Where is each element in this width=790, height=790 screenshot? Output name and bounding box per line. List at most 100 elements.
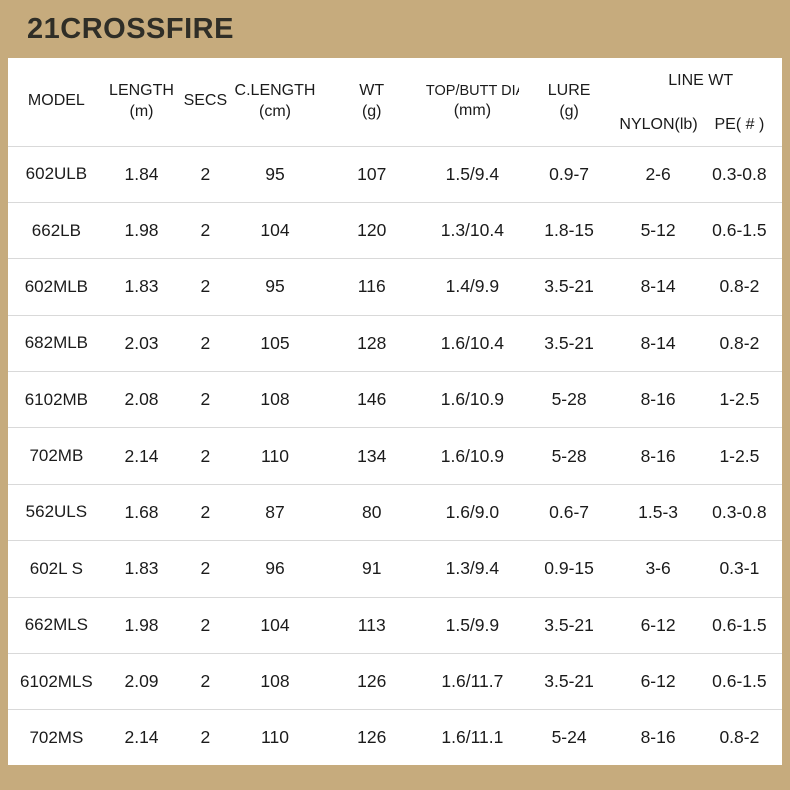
- cell-model: 662LB: [8, 201, 105, 259]
- cell-pe: 0.8-2: [696, 314, 782, 372]
- header-length: LENGTH (m): [105, 58, 179, 146]
- table-row: 602ULB 1.84 2 95 107 1.5/9.4 0.9-7 2-6 0…: [8, 145, 782, 203]
- cell-dia: 1.4/9.9: [425, 258, 519, 316]
- cell-c-length: 110: [232, 427, 318, 485]
- cell-length: 1.98: [104, 596, 179, 654]
- header-secs: SECS: [178, 58, 232, 146]
- cell-wt: 146: [317, 370, 426, 428]
- cell-model: 602MLB: [8, 258, 105, 316]
- header-lure-label: LURE: [547, 81, 591, 99]
- header-lure-unit: (g): [559, 102, 579, 120]
- cell-length: 2.14: [104, 427, 179, 485]
- cell-model: 682MLB: [8, 314, 105, 372]
- cell-c-length: 104: [232, 201, 318, 259]
- cell-wt: 134: [317, 427, 426, 485]
- header-line-wt-label: LINE WT: [668, 71, 734, 89]
- cell-c-length: 110: [232, 709, 318, 765]
- cell-length: 2.03: [104, 314, 179, 372]
- cell-secs: 2: [178, 483, 233, 541]
- cell-dia: 1.6/11.7: [425, 652, 519, 710]
- cell-length: 2.08: [104, 370, 179, 428]
- cell-nylon: 8-16: [619, 370, 697, 428]
- cell-nylon: 8-14: [619, 314, 697, 372]
- cell-dia: 1.6/9.0: [425, 483, 519, 541]
- header-top-butt-dia-label: TOP/BUTT DIA: [425, 82, 519, 99]
- header-secs-label: SECS: [183, 92, 228, 110]
- header-wt-unit: (g): [361, 102, 382, 120]
- table-row: 662MLS 1.98 2 104 113 1.5/9.9 3.5-21 6-1…: [8, 596, 782, 654]
- cell-pe: 0.3-0.8: [696, 483, 782, 541]
- cell-pe: 0.3-1: [696, 540, 782, 597]
- cell-nylon: 8-14: [619, 258, 697, 316]
- cell-c-length: 87: [232, 483, 318, 541]
- cell-c-length: 108: [232, 652, 318, 710]
- cell-nylon: 2-6: [619, 145, 697, 203]
- cell-lure: 3.5-21: [518, 652, 620, 710]
- cell-nylon: 5-12: [619, 201, 697, 259]
- cell-lure: 3.5-21: [518, 258, 620, 316]
- cell-dia: 1.5/9.4: [425, 145, 519, 203]
- header-row-1: MODEL LENGTH (m) SECS C.LENGTH (cm) WT (…: [8, 58, 782, 120]
- cell-pe: 0.3-0.8: [696, 145, 782, 203]
- table-row: 702MS 2.14 2 110 126 1.6/11.1 5-24 8-16 …: [8, 709, 782, 765]
- cell-dia: 1.6/10.9: [425, 370, 519, 428]
- cell-nylon: 6-12: [619, 652, 697, 710]
- cell-pe: 1-2.5: [696, 370, 782, 428]
- cell-nylon: 8-16: [619, 709, 697, 765]
- header-top-butt-dia-unit: (mm): [453, 101, 492, 119]
- cell-dia: 1.6/11.1: [425, 709, 519, 765]
- cell-length: 2.09: [104, 652, 179, 710]
- table-body: 602ULB 1.84 2 95 107 1.5/9.4 0.9-7 2-6 0…: [8, 145, 782, 765]
- cell-length: 1.84: [104, 145, 179, 203]
- cell-nylon: 1.5-3: [619, 483, 697, 541]
- cell-dia: 1.3/10.4: [425, 201, 519, 259]
- table-row: 662LB 1.98 2 104 120 1.3/10.4 1.8-15 5-1…: [8, 201, 782, 259]
- cell-secs: 2: [178, 427, 233, 485]
- header-line-wt-group: LINE WT: [619, 58, 782, 104]
- cell-lure: 5-28: [518, 370, 620, 428]
- cell-length: 1.83: [104, 258, 179, 316]
- cell-secs: 2: [178, 370, 233, 428]
- table-row: 602MLB 1.83 2 95 116 1.4/9.9 3.5-21 8-14…: [8, 258, 782, 316]
- cell-c-length: 95: [232, 258, 318, 316]
- cell-lure: 5-28: [518, 427, 620, 485]
- header-wt: WT (g): [318, 58, 426, 146]
- cell-wt: 126: [317, 652, 426, 710]
- cell-c-length: 105: [232, 314, 318, 372]
- cell-nylon: 6-12: [619, 596, 697, 654]
- cell-wt: 128: [317, 314, 426, 372]
- cell-pe: 0.6-1.5: [696, 201, 782, 259]
- header-model: MODEL: [8, 58, 105, 146]
- table-row: 6102MLS 2.09 2 108 126 1.6/11.7 3.5-21 6…: [8, 652, 782, 710]
- cell-lure: 0.9-15: [518, 540, 620, 597]
- cell-lure: 0.9-7: [518, 145, 620, 203]
- table-row: 562ULS 1.68 2 87 80 1.6/9.0 0.6-7 1.5-3 …: [8, 483, 782, 541]
- table-row: 6102MB 2.08 2 108 146 1.6/10.9 5-28 8-16…: [8, 370, 782, 428]
- cell-nylon: 3-6: [619, 540, 697, 597]
- cell-lure: 1.8-15: [518, 201, 620, 259]
- cell-wt: 107: [317, 145, 426, 203]
- cell-dia: 1.6/10.9: [425, 427, 519, 485]
- cell-secs: 2: [178, 540, 233, 597]
- cell-wt: 116: [317, 258, 426, 316]
- header-c-length: C.LENGTH (cm): [232, 58, 317, 146]
- cell-secs: 2: [178, 145, 233, 203]
- cell-length: 1.83: [104, 540, 179, 597]
- cell-lure: 3.5-21: [518, 596, 620, 654]
- header-nylon: NYLON(lb): [619, 115, 697, 133]
- cell-secs: 2: [178, 596, 233, 654]
- cell-length: 1.98: [104, 201, 179, 259]
- cell-c-length: 104: [232, 596, 318, 654]
- header-model-label: MODEL: [27, 92, 85, 110]
- cell-length: 2.14: [104, 709, 179, 765]
- cell-c-length: 108: [232, 370, 318, 428]
- cell-model: 702MS: [8, 709, 105, 765]
- cell-dia: 1.3/9.4: [425, 540, 519, 597]
- cell-pe: 0.6-1.5: [696, 596, 782, 654]
- cell-wt: 80: [317, 483, 426, 541]
- cell-model: 602L S: [8, 540, 105, 597]
- header-c-length-unit: (cm): [259, 102, 291, 120]
- cell-secs: 2: [178, 258, 233, 316]
- table-row: 602L S 1.83 2 96 91 1.3/9.4 0.9-15 3-6 0…: [8, 540, 782, 597]
- cell-model: 6102MB: [8, 370, 105, 428]
